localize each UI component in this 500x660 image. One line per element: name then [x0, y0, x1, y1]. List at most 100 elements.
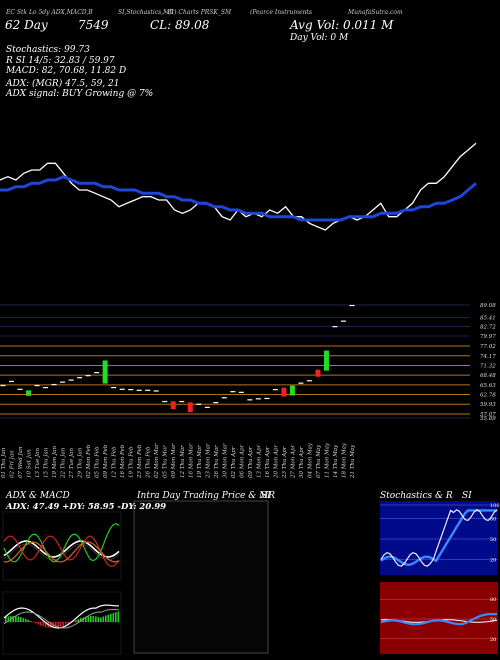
date-label: 02 Mon Mar — [154, 443, 160, 478]
price-axis-label: 79.97 — [480, 334, 496, 340]
date-label: 26 Thu Mar — [214, 445, 220, 479]
price-axis-label: 65.63 — [480, 383, 496, 389]
header-site: MunafaSutra.com — [348, 9, 403, 16]
candle — [289, 385, 295, 396]
macd-line: MACD: 82, 70.68, 11.82 D — [6, 66, 127, 76]
price-axis-label: 77.02 — [480, 344, 496, 350]
candle — [323, 350, 329, 371]
candle — [213, 401, 219, 404]
price-axis-label: 85.41 — [480, 315, 496, 321]
adx-orange-line — [4, 541, 120, 563]
header-stk-label: SI,Stochastics,MR — [118, 9, 174, 16]
candle — [255, 398, 261, 400]
macd-histogram-bar — [40, 622, 42, 626]
candle — [306, 380, 312, 382]
intraday-si-label: SI — [261, 491, 271, 501]
candle — [179, 400, 185, 403]
price-axis-label: 57.07 — [480, 412, 496, 418]
header-company: (Pearce Instruments — [250, 9, 312, 16]
macd-histogram-bar — [25, 618, 27, 622]
macd-histogram-bar — [87, 616, 90, 622]
rsi-panel — [380, 582, 498, 654]
date-label: 21 Thu May — [350, 444, 356, 479]
header-line1: EC Stk Lo 5dy ADX,MACD,B — [6, 9, 93, 16]
stochastics-tick-label: 100 — [490, 503, 500, 509]
date-label: 05 Thu Feb — [95, 446, 101, 478]
rsi-line: R SI 14/5: 32.83 / 59.97 — [6, 56, 115, 66]
date-label: 02 Fri Jan — [10, 450, 16, 478]
candle — [9, 380, 15, 383]
candle — [230, 391, 236, 393]
date-label: 30 Mon Mar — [222, 443, 228, 478]
date-label: 19 Thu Feb — [129, 446, 135, 478]
macd-histogram-bar — [27, 619, 30, 622]
macd-panel-frame — [2, 591, 122, 655]
date-label: 07 Wed Jan — [18, 446, 24, 478]
date-label: 12 Thu Feb — [112, 446, 118, 478]
candle — [281, 387, 287, 397]
macd-histogram-bar — [72, 621, 75, 622]
macd-histogram-bar — [32, 622, 35, 623]
stochastics-tick-label: 50 — [490, 537, 496, 543]
adx-shadow-line — [3, 543, 120, 561]
date-label: 12 Thu Mar — [180, 445, 186, 478]
day-vol: Day Vol: 0 M — [290, 33, 349, 43]
date-label: 09 Thu Apr — [248, 446, 254, 478]
price-axis-label: 71.32 — [480, 363, 496, 369]
macd-histogram-bar — [107, 614, 110, 622]
macd-histogram-bar — [5, 616, 7, 622]
candle — [340, 320, 346, 322]
macd-histogram-bar — [80, 618, 82, 622]
avg-vol: Avg Vol: 0.011 M — [290, 18, 394, 32]
price-axis-label: 68.48 — [480, 373, 496, 379]
close-label: CL: 89.08 — [150, 18, 210, 32]
open-value: 7549 — [78, 18, 109, 32]
date-label: 27 Mon Apr — [290, 445, 296, 479]
macd-signal-line — [3, 608, 120, 629]
macd-histogram-bar — [95, 616, 97, 622]
macd-histogram-bar — [55, 622, 57, 628]
date-label: 16 Mon Feb — [120, 444, 126, 478]
macd-histogram-bar — [20, 617, 22, 622]
candle — [196, 403, 202, 405]
macd-histogram-bar — [110, 613, 112, 622]
date-label: 09 Mon Mar — [171, 443, 177, 478]
macd-histogram-bar — [112, 613, 115, 622]
macd-histogram-bar — [67, 622, 70, 624]
candle — [162, 400, 168, 403]
adx-values-label: ADX: 47.49 +DY: 58.95 -DY: 20.99 — [6, 502, 167, 512]
date-label: 19 Mon Jan — [52, 446, 58, 478]
candle — [247, 399, 253, 401]
macd-histogram-bar — [62, 622, 65, 626]
date-label: 02 Thu Apr — [231, 446, 237, 478]
macd-histogram-bar — [22, 617, 25, 622]
candle — [145, 389, 151, 391]
stochastics-panel — [380, 501, 498, 575]
stochastic-k-line — [380, 509, 498, 567]
rsi-tick-label: 50 — [490, 617, 496, 623]
stoch-title-suffix: SI — [462, 491, 472, 501]
date-label: 23 Thu Apr — [282, 446, 288, 479]
date-label: 01 Thu Jan — [1, 447, 7, 478]
date-label: 09 Mon Feb — [103, 444, 109, 478]
plus-di-line — [3, 523, 120, 563]
macd-histogram-bar — [115, 612, 117, 622]
candle — [119, 388, 125, 390]
date-label: 06 Mon Apr — [239, 445, 245, 478]
adx-panel-frame — [2, 511, 122, 581]
candle — [85, 375, 91, 377]
candle — [94, 372, 100, 374]
price-axis-label: 82.72 — [480, 325, 496, 331]
date-label: 14 Thu May — [333, 444, 339, 478]
macd-histogram-bar — [17, 616, 20, 622]
macd-histogram-bar — [30, 621, 32, 622]
macd-histogram-bar — [37, 622, 40, 625]
macd-histogram-bar — [102, 616, 105, 622]
macd-histogram-bar — [85, 616, 87, 622]
candle — [298, 382, 304, 384]
date-label: 07 Thu May — [316, 444, 322, 478]
date-label: 29 Thu Jan — [78, 447, 84, 479]
candle — [187, 402, 193, 413]
date-label: 30 Thu Apr — [299, 446, 305, 478]
